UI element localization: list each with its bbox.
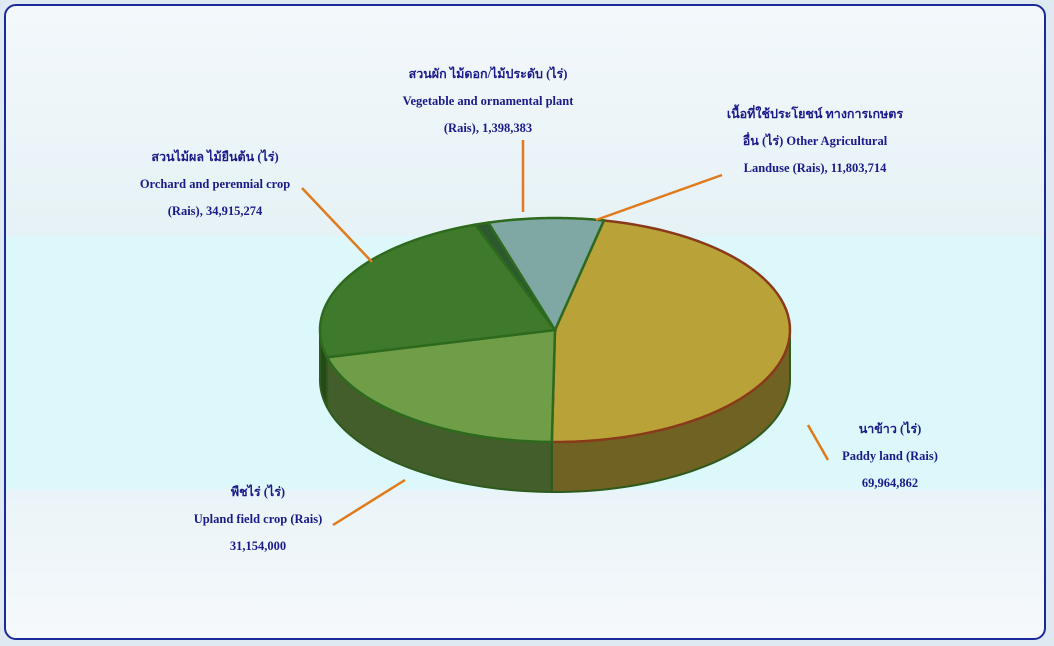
category-label: นาข้าว (ไร่) Paddy land (Rais) [842, 422, 938, 463]
category-label: สวนผัก ไม้ดอก/ไม้ประดับ (ไร่) Vegetable … [402, 67, 574, 135]
slice-label: นาข้าว (ไร่) Paddy land (Rais) 69,964,862 [842, 416, 938, 497]
slice [472, 221, 557, 331]
category-label: พืชไร่ (ไร่) Upland field crop (Rais) [193, 485, 323, 526]
slice [318, 223, 558, 359]
category-label: สวนไม้ผล ไม้ยืนต้น (ไร่) Orchard and per… [139, 150, 291, 218]
value-label: 69,964,862 [861, 476, 919, 490]
slice [550, 219, 792, 444]
slice-label: พืชไร่ (ไร่) Upland field crop (Rais) 31,… [194, 479, 323, 560]
value-label: 11,803,714 [830, 161, 887, 175]
slice-label: เนื้อที่ใช้ประโยชน์ ทางการเกษตร อื่น (ไร… [727, 101, 903, 182]
value-label: 1,398,383 [482, 121, 533, 135]
value-label: 34,915,274 [205, 204, 263, 218]
leader-line [301, 187, 373, 263]
slice-label: สวนผัก ไม้ดอก/ไม้ประดับ (ไร่) Vegetable … [403, 61, 574, 142]
slice [486, 216, 606, 333]
leader-line [806, 424, 830, 461]
value-label: 31,154,000 [229, 539, 287, 553]
slice-label: สวนไม้ผล ไม้ยืนต้น (ไร่) Orchard and per… [140, 144, 290, 225]
slice [325, 328, 557, 444]
leader-line [332, 478, 406, 527]
category-label: เนื้อที่ใช้ประโยชน์ ทางการเกษตร อื่น (ไร… [726, 107, 904, 175]
leader-line [595, 173, 723, 222]
